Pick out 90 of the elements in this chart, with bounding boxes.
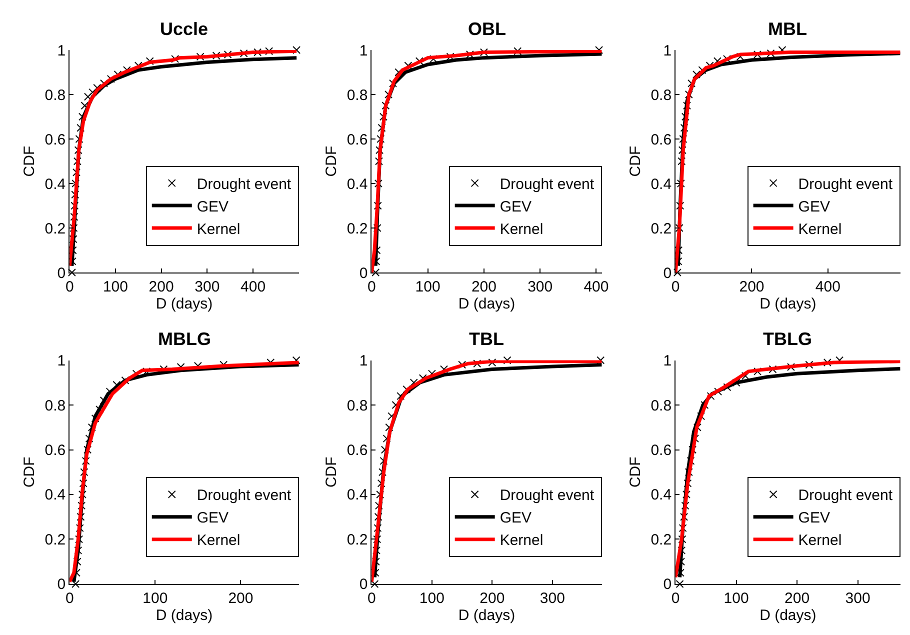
chart-title: MBLG [158,329,211,349]
x-tick-label: 100 [102,278,128,296]
legend-label: Drought event [196,176,292,193]
y-tick-label: 0.6 [44,131,66,148]
y-tick-label: 0 [663,576,672,594]
y-axis-title: CDF [626,456,644,488]
x-tick-label: 100 [415,278,440,296]
y-tick-label: 0.6 [650,442,672,459]
y-axis-title: CDF [323,456,340,488]
y-tick-label: 1 [359,42,368,60]
chart-title: Uccle [160,19,208,39]
x-axis-title: D (days) [458,606,516,624]
y-tick-label: 0.2 [44,531,66,548]
legend-label: GEV [196,510,229,527]
y-tick-label: 0.6 [346,442,368,459]
x-tick-label: 400 [584,278,609,296]
y-tick-label: 0.8 [650,86,672,104]
y-tick-label: 0.6 [44,442,66,459]
y-tick-label: 1 [57,42,66,60]
y-tick-label: 0.8 [44,86,66,104]
legend-label: Kernel [798,532,842,550]
y-tick-label: 0.4 [44,486,66,504]
x-axis-title: D (days) [458,296,516,313]
y-tick-label: 0.8 [650,397,672,414]
y-tick-label: 1 [663,352,672,370]
x-tick-label: 300 [528,278,553,296]
legend-label: Drought event [798,176,894,193]
y-tick-label: 0.6 [650,131,672,148]
y-tick-label: 1 [57,352,66,370]
chart-title: OBL [468,19,506,39]
x-tick-label: 300 [845,590,870,607]
chart-title: MBL [768,19,807,39]
y-tick-label: 0.4 [346,176,368,193]
y-tick-label: 0 [359,576,368,594]
y-tick-label: 0.4 [346,486,368,504]
x-tick-label: 100 [419,590,444,607]
legend-label: Kernel [196,220,240,238]
x-tick-label: 200 [739,278,764,296]
y-tick-label: 0 [359,264,368,282]
y-tick-label: 1 [359,352,368,370]
x-axis-title: D (days) [760,296,816,313]
y-tick-label: 0.8 [346,397,368,414]
chart-title: TBL [469,329,504,349]
y-tick-label: 0.2 [346,220,368,238]
x-tick-label: 200 [480,590,505,607]
y-tick-label: 0.2 [650,220,672,238]
x-axis-title: D (days) [156,606,213,624]
y-tick-label: 0.8 [44,397,66,414]
y-axis-title: CDF [323,146,340,177]
x-tick-label: 200 [471,278,496,296]
x-axis-title: D (days) [760,606,816,624]
legend-label: GEV [196,198,229,216]
x-tick-label: 200 [784,590,810,607]
x-tick-label: 400 [815,278,840,296]
y-tick-label: 0.8 [346,86,368,104]
y-axis-title: CDF [626,146,644,177]
y-axis-title: CDF [21,456,38,488]
legend-label: Kernel [798,220,842,238]
x-tick-label: 200 [148,278,174,296]
x-tick-label: 300 [540,590,565,607]
x-tick-label: 100 [724,590,749,607]
legend-label: Kernel [500,532,544,550]
chart-title: TBLG [763,329,812,349]
y-axis-title: CDF [21,146,38,177]
legend-label: GEV [500,198,532,216]
y-tick-label: 0.2 [44,220,66,238]
x-tick-label: 200 [228,590,254,607]
legend-label: Drought event [500,176,595,193]
y-tick-label: 0.2 [346,531,368,548]
legend-label: GEV [798,198,830,216]
y-tick-label: 0.2 [650,531,672,548]
legend-label: Kernel [196,532,240,550]
legend-label: Drought event [196,487,292,504]
y-tick-label: 0.4 [44,176,66,193]
legend-label: GEV [500,510,532,527]
legend-label: GEV [798,510,830,527]
x-tick-label: 300 [194,278,220,296]
legend-label: Drought event [798,487,894,504]
y-tick-label: 0.6 [346,131,368,148]
y-tick-label: 1 [663,42,672,60]
legend-label: Drought event [500,487,595,504]
y-tick-label: 0 [57,576,66,594]
x-tick-label: 400 [240,278,266,296]
y-tick-label: 0 [57,264,66,282]
x-axis-title: D (days) [156,296,213,313]
x-tick-label: 100 [142,590,168,607]
y-tick-label: 0.4 [650,486,672,504]
y-tick-label: 0 [663,264,672,282]
legend-label: Kernel [500,220,544,238]
y-tick-label: 0.4 [650,176,672,193]
